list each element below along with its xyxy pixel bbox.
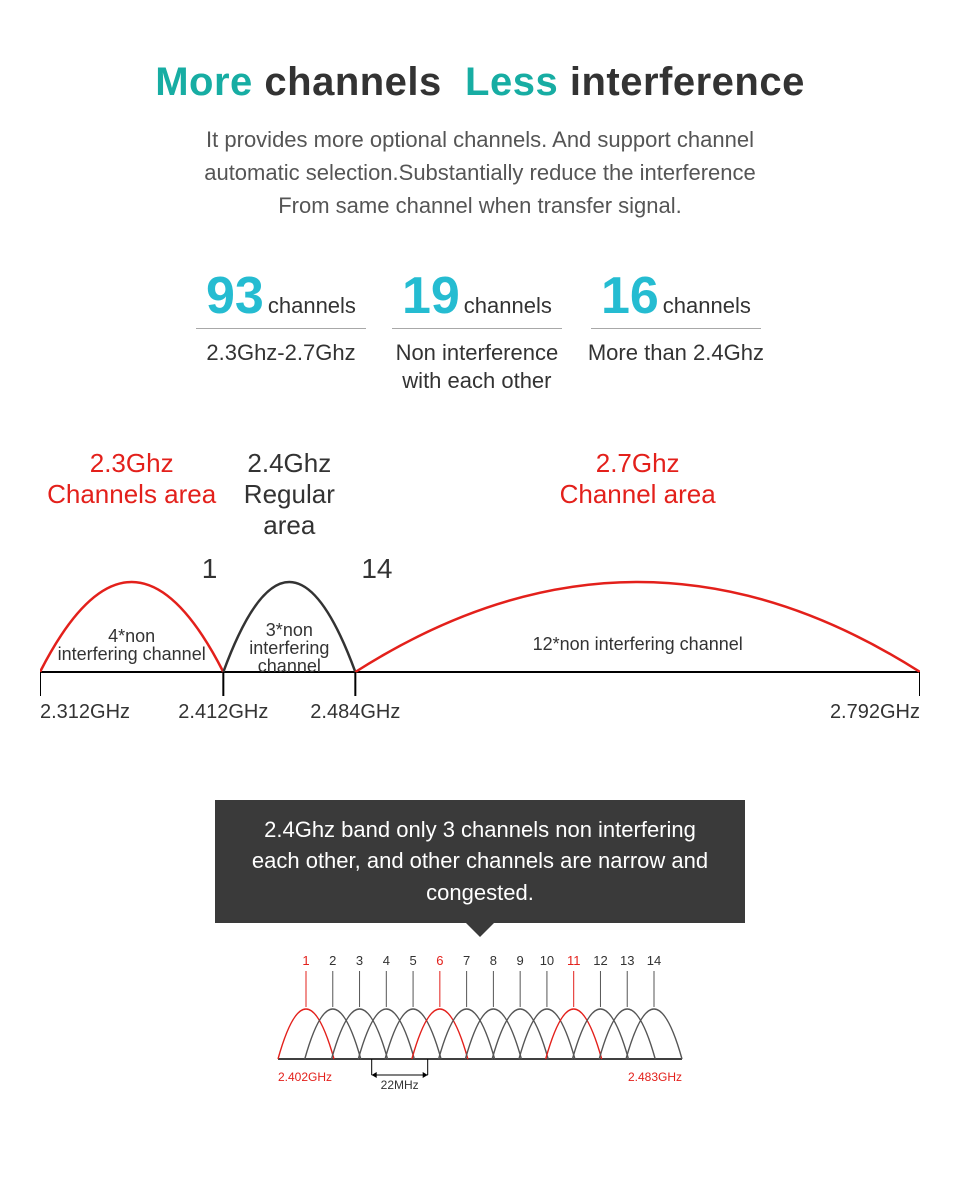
heading-word-1: More [155, 60, 253, 104]
svg-text:2.312GHz: 2.312GHz [40, 701, 130, 723]
stat-0-unit: channels [268, 293, 356, 319]
svg-text:14: 14 [647, 953, 661, 968]
svg-text:4*non: 4*non [108, 626, 155, 646]
svg-text:22MHz: 22MHz [381, 1078, 419, 1092]
subhead-line-1: It provides more optional channels. And … [40, 123, 920, 156]
sub-heading: It provides more optional channels. And … [40, 123, 920, 222]
stat-2: 16channels More than 2.4Ghz [588, 270, 764, 394]
svg-text:11: 11 [567, 953, 581, 968]
svg-text:12: 12 [593, 953, 607, 968]
band-title-a23: 2.3GhzChannels area [40, 448, 223, 542]
heading-word-2: channels [264, 60, 441, 104]
svg-text:10: 10 [540, 953, 554, 968]
svg-text:3: 3 [356, 953, 363, 968]
band-title-a24: 2.4GhzRegular area [223, 448, 355, 542]
svg-text:1: 1 [302, 953, 309, 968]
svg-text:5: 5 [409, 953, 416, 968]
svg-text:2.792GHz: 2.792GHz [830, 701, 920, 723]
stats-row: 93channels2.3Ghz-2.7Ghz19channelsNon int… [40, 270, 920, 394]
svg-text:2.484GHz: 2.484GHz [310, 701, 400, 723]
stat-1-unit: channels [464, 293, 552, 319]
stat-0: 93channels 2.3Ghz-2.7Ghz [196, 270, 366, 394]
band-arcs-svg: 4*noninterfering channel-193*noninterfer… [40, 542, 920, 772]
stat-1: 19channels Non interferencewith each othe… [392, 270, 562, 394]
main-heading: More channels Less interference [40, 60, 920, 105]
svg-text:14: 14 [361, 553, 392, 584]
svg-text:8: 8 [490, 953, 497, 968]
svg-text:1: 1 [202, 553, 218, 584]
svg-text:13: 13 [620, 953, 634, 968]
stat-0-desc: 2.3Ghz-2.7Ghz [196, 339, 366, 367]
frequency-band-diagram: 2.3GhzChannels area2.4GhzRegular area2.7… [40, 448, 920, 772]
stat-2-unit: channels [663, 293, 751, 319]
stat-1-number: 19 [402, 270, 460, 322]
svg-text:12*non interfering channel: 12*non interfering channel [533, 634, 743, 654]
svg-text:2.402GHz: 2.402GHz [278, 1070, 332, 1084]
stat-0-number: 93 [206, 270, 264, 322]
callout-box: 2.4Ghz band only 3 channels non interfer… [215, 800, 745, 924]
subhead-line-2: automatic selection.Substantially reduce… [40, 156, 920, 189]
svg-text:9: 9 [517, 953, 524, 968]
svg-text:channel: channel [258, 656, 321, 676]
svg-text:interfering channel: interfering channel [58, 644, 206, 664]
stat-2-number: 16 [601, 270, 659, 322]
svg-text:2: 2 [329, 953, 336, 968]
svg-text:6: 6 [436, 953, 443, 968]
svg-text:4: 4 [383, 953, 390, 968]
subhead-line-3: From same channel when transfer signal. [40, 189, 920, 222]
stat-2-desc: More than 2.4Ghz [588, 339, 764, 367]
heading-word-3: Less [465, 60, 558, 104]
14-channel-diagram: 12345678910111213142.402GHz2.483GHz22MHz [270, 949, 690, 1099]
svg-text:3*non: 3*non [266, 620, 313, 640]
svg-text:7: 7 [463, 953, 470, 968]
stat-1-desc: Non interferencewith each other [392, 339, 562, 394]
svg-text:2.483GHz: 2.483GHz [628, 1070, 682, 1084]
svg-text:interfering: interfering [249, 638, 329, 658]
band-title-a27: 2.7GhzChannel area [355, 448, 920, 542]
heading-word-4: interference [570, 60, 805, 104]
svg-text:2.412GHz: 2.412GHz [178, 701, 268, 723]
